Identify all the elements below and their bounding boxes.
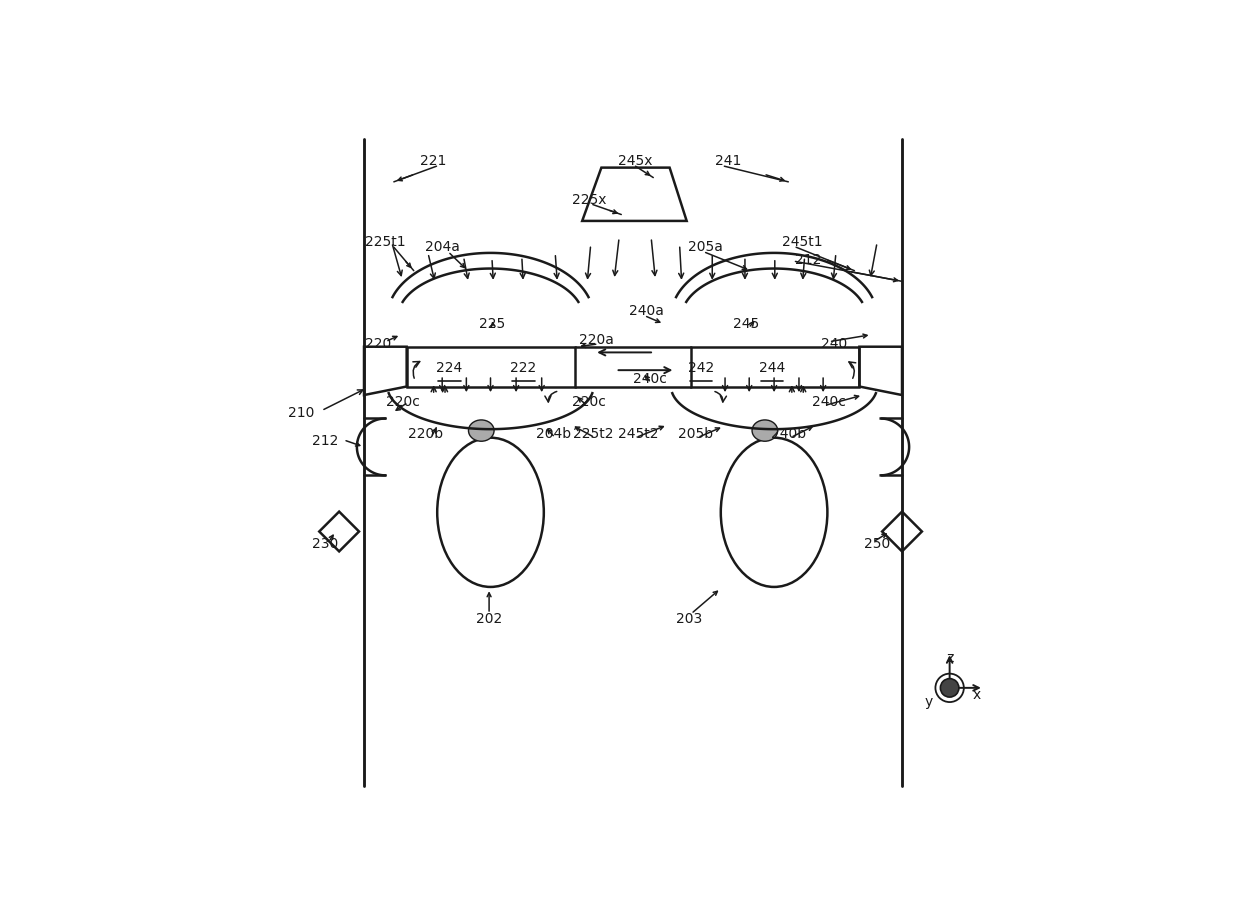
Text: 245: 245 (733, 317, 759, 331)
Text: 225: 225 (479, 317, 505, 331)
Text: x: x (973, 688, 981, 702)
Text: 240c: 240c (632, 372, 667, 387)
Text: 204b: 204b (536, 427, 572, 441)
Text: 220c: 220c (386, 395, 420, 409)
Text: 204a: 204a (425, 240, 460, 254)
Text: 221: 221 (420, 153, 446, 167)
Circle shape (940, 678, 959, 697)
Text: y: y (924, 695, 932, 709)
Text: 244: 244 (759, 361, 785, 375)
Text: 220: 220 (365, 337, 392, 351)
Text: 212: 212 (312, 434, 339, 449)
Text: 222: 222 (510, 361, 537, 375)
Text: 220c: 220c (573, 395, 606, 409)
Text: 220b: 220b (408, 427, 444, 441)
Ellipse shape (751, 420, 777, 441)
Ellipse shape (469, 420, 494, 441)
Text: 225t1: 225t1 (365, 235, 405, 249)
Text: 250: 250 (864, 537, 890, 551)
Text: 240c: 240c (812, 395, 846, 409)
Text: z: z (946, 651, 954, 665)
Text: 212: 212 (795, 253, 822, 267)
Text: 203: 203 (676, 612, 702, 626)
Text: 210: 210 (288, 406, 314, 420)
Text: 240: 240 (821, 337, 848, 351)
Text: 205b: 205b (678, 427, 713, 441)
Text: 224: 224 (436, 361, 463, 375)
Text: 240a: 240a (629, 305, 663, 318)
Text: 225x: 225x (572, 193, 606, 207)
Text: 242: 242 (688, 361, 714, 375)
Text: 245t1: 245t1 (782, 235, 823, 249)
Text: 220a: 220a (579, 332, 614, 347)
Text: 205a: 205a (688, 240, 723, 254)
Text: 245x: 245x (619, 153, 652, 167)
Text: 230: 230 (311, 537, 339, 551)
Text: 202: 202 (476, 612, 502, 626)
Text: 245t2: 245t2 (618, 427, 658, 441)
Text: 240b: 240b (771, 427, 806, 441)
Text: 225t2: 225t2 (573, 427, 613, 441)
Text: 241: 241 (714, 153, 742, 167)
